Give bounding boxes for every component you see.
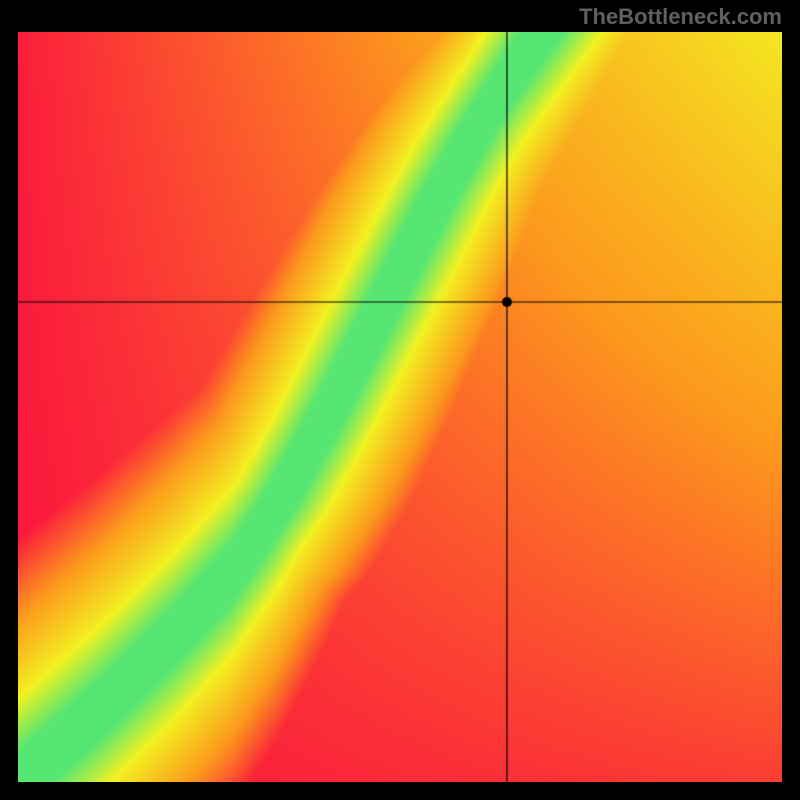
heatmap-canvas <box>18 32 782 782</box>
watermark-text: TheBottleneck.com <box>579 4 782 30</box>
heatmap-plot <box>18 32 782 782</box>
chart-container: TheBottleneck.com <box>0 0 800 800</box>
